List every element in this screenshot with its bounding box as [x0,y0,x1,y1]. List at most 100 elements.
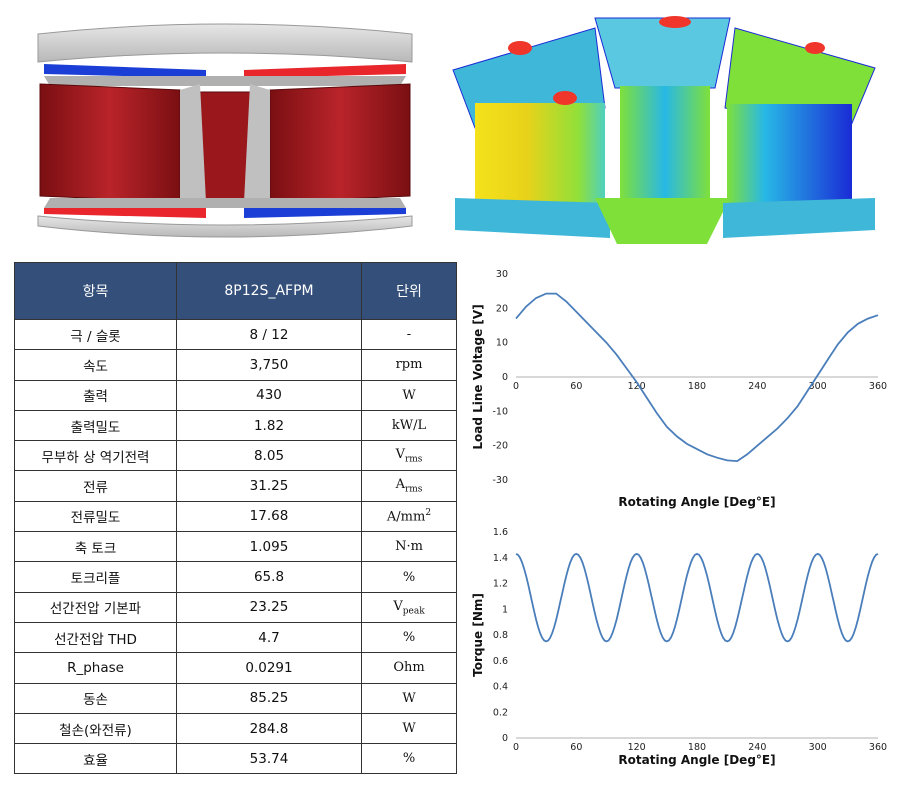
row-value: 8.05 [176,440,362,472]
row-item: 선간전압 기본파 [14,591,177,623]
unit-text: % [402,630,416,646]
row-unit: W [361,682,457,714]
row-item: 속도 [14,349,177,381]
table-row: 무부하 상 역기전력 8.05 Vrms [14,440,457,472]
unit-subscript: rms [404,484,423,495]
row-item: 선간전압 THD [14,621,177,654]
x-tick-label: 180 [688,381,706,392]
row-unit: % [361,743,457,775]
table-header-row: 항목 8P12S_AFPM 단위 [14,262,457,320]
y-tick-label: 30 [496,269,508,280]
y-tick-label: 1 [502,604,508,615]
y-tick-label: -10 [492,406,508,417]
table-row: R_phase 0.0291 Ohm [14,652,457,684]
y-tick-label: 0 [502,372,508,383]
x-tick-label: 240 [748,381,766,392]
table-row: 전류밀도 17.68 A/mm2 [14,500,457,533]
row-item: 토크리플 [14,561,177,593]
unit-text: % [402,569,416,585]
row-item: 출력 [14,379,177,411]
y-tick-label: 0 [502,733,508,744]
row-unit: Ohm [361,652,457,684]
row-item: 전류 [14,470,177,502]
y-tick-label: -30 [492,475,508,486]
row-unit: % [361,561,457,593]
row-item: R_phase [14,652,177,684]
unit-text: W [402,721,416,736]
unit-text: A/mm [386,509,426,525]
unit-text: V [395,447,405,463]
row-unit: rpm [361,349,457,381]
y-tick-label: -20 [492,441,508,452]
row-value: 4.7 [176,621,362,654]
unit-text: Ohm [393,660,425,676]
y-axis-title: Load Line Voltage [V] [471,304,485,449]
x-tick-label: 360 [869,742,887,753]
table-row: 출력밀도 1.82 kW/L [14,409,457,442]
y-tick-label: 20 [496,303,508,314]
row-value: 17.68 [176,500,362,533]
unit-text: A [395,477,405,493]
row-unit: kW/L [361,409,457,442]
table-row: 철손(와전류) 284.8 W [14,712,457,745]
row-item: 무부하 상 역기전력 [14,440,177,472]
unit-text: % [402,751,416,767]
bottom-back-iron [37,215,413,238]
x-tick-label: 180 [688,742,706,753]
row-value: 23.25 [176,591,362,623]
row-unit: Arms [361,470,457,502]
y-tick-label: 10 [496,338,508,349]
x-axis-title: Rotating Angle [Deg°E] [618,495,775,509]
table-row: 선간전압 기본파 23.25 Vpeak [14,591,457,623]
row-value: 1.095 [176,531,362,563]
unit-text: - [406,327,412,343]
series-line [515,292,879,463]
row-item: 출력밀도 [14,409,177,442]
row-value: 8 / 12 [176,318,362,351]
row-value: 284.8 [176,712,362,745]
y-tick-label: 1.6 [493,527,508,538]
y-tick-label: 0.6 [493,656,508,667]
spec-table: 항목 8P12S_AFPM 단위 극 / 슬롯 8 / 12 - 속도 3,750 rpm… [14,262,457,775]
y-tick-label: 1.4 [493,553,508,564]
table-row: 전류 31.25 Arms [14,470,457,502]
header-unit: 단위 [361,262,457,320]
voltage-chart: 30 20 10 0 -10 -20 -30 0 60 120 180 240 300 360 Rotati… [471,269,887,509]
x-tick-label: 120 [628,381,646,392]
table-row: 효율 53.74% [14,743,457,775]
unit-text: rpm [395,357,423,373]
row-unit: W [361,379,457,411]
unit-text: N·m [395,539,423,555]
row-unit: A/mm2 [361,500,457,533]
series-line [515,552,879,643]
row-value: 1.82 [176,409,362,442]
y-tick-label: 1.2 [493,579,508,590]
row-item: 동손 [14,682,177,714]
row-item: 철손(와전류) [14,712,177,745]
x-tick-label: 240 [748,742,766,753]
table-row: 토크리플 65.8% [14,561,457,593]
row-item: 전류밀도 [14,500,177,533]
table-row: 축 토크 1.095 N·m [14,531,457,563]
table-row: 속도 3,750 rpm [14,349,457,381]
core-loss-contour-image [452,16,876,244]
row-unit: Vrms [361,440,457,472]
y-axis-title: Torque [Nm] [471,593,485,677]
row-item: 효율 [14,743,177,775]
table-row: 동손 85.25 W [14,682,457,714]
x-tick-label: 0 [513,742,519,753]
stator-cores [39,83,411,203]
y-tick-label: 0.4 [493,682,508,693]
x-tick-label: 0 [513,381,519,392]
row-value: 31.25 [176,470,362,502]
row-unit: N·m [361,531,457,563]
unit-text: kW/L [391,418,427,434]
row-value: 85.25 [176,682,362,714]
unit-text: W [402,387,416,403]
y-tick-label: 0.8 [493,630,508,641]
motor-cross-section-image [37,23,413,238]
x-tick-label: 300 [809,381,827,392]
unit-text: W [402,690,416,706]
header-model: 8P12S_AFPM [176,262,362,320]
row-item: 극 / 슬롯 [14,318,177,351]
